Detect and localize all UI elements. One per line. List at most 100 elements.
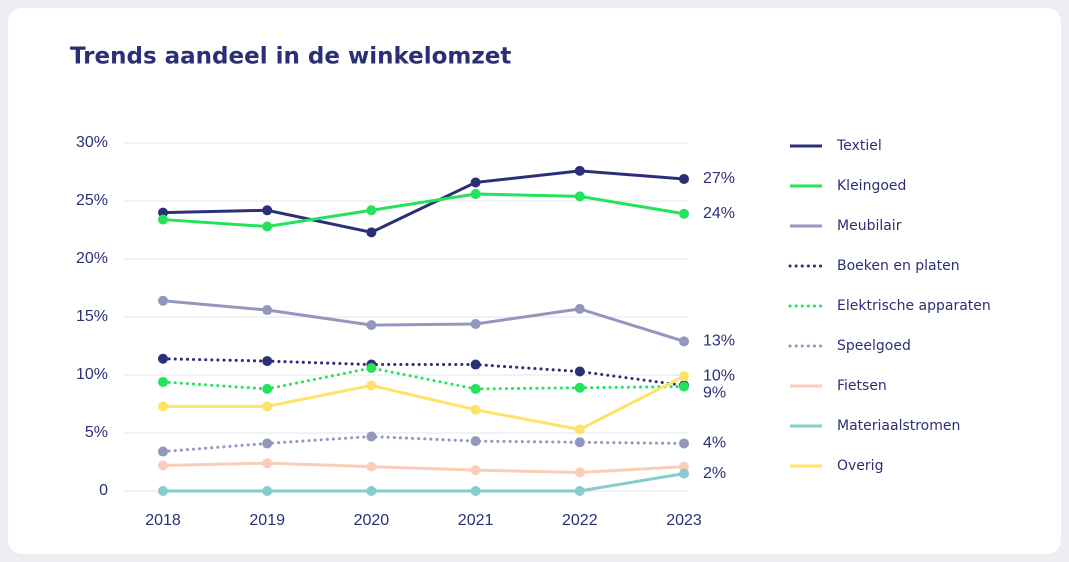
series-line (161, 357, 686, 387)
data-point (366, 461, 377, 472)
y-tick-label: 0 (99, 482, 108, 499)
data-point (158, 295, 168, 306)
legend-label: Materiaalstromen (837, 418, 960, 434)
data-point (679, 468, 689, 479)
x-tick-label: 2020 (354, 512, 390, 529)
data-point (262, 401, 273, 412)
data-point (470, 359, 481, 370)
legend-label: Overig (837, 458, 883, 474)
legend-label: Fietsen (837, 378, 887, 394)
data-point (262, 221, 273, 232)
y-tick-label: 5% (85, 424, 108, 441)
data-point (158, 486, 168, 496)
series-line (163, 374, 685, 432)
data-point (679, 438, 689, 449)
data-point (470, 404, 481, 415)
data-label: 9% (703, 384, 726, 401)
data-point (470, 486, 481, 496)
chart-title: Trends aandeel in de winkelomzet (70, 44, 511, 70)
legend-label: Textiel (836, 138, 882, 154)
data-point (262, 205, 273, 216)
data-point (262, 438, 273, 449)
data-point (470, 436, 481, 447)
data-label: 24% (703, 205, 735, 222)
data-point (366, 205, 377, 216)
data-point (679, 173, 689, 184)
data-label: 2% (703, 465, 726, 482)
x-tick-label: 2018 (145, 512, 181, 529)
data-point (679, 208, 689, 219)
data-point (366, 431, 377, 442)
data-point (574, 303, 585, 314)
y-tick-label: 30% (76, 134, 108, 151)
data-point (574, 191, 585, 202)
series (158, 458, 689, 478)
data-point (366, 380, 377, 391)
series-line (162, 299, 685, 343)
series-line (161, 434, 686, 454)
x-tick-label: 2019 (249, 512, 285, 529)
data-point (366, 486, 377, 496)
series (158, 363, 689, 394)
data-point (574, 382, 585, 393)
legend-label: Speelgoed (837, 338, 911, 354)
legend-label: Meubilair (837, 218, 902, 234)
series-line (162, 192, 685, 229)
series (158, 371, 689, 435)
legend-label: Kleingoed (837, 178, 906, 194)
x-tick-label: 2023 (666, 512, 702, 529)
data-label: 13% (703, 333, 735, 350)
data-point (158, 214, 168, 225)
data-point (574, 486, 585, 496)
data-point (470, 383, 481, 394)
y-tick-label: 20% (76, 250, 108, 267)
series-line (163, 472, 685, 493)
series-line (161, 366, 686, 391)
legend-label: Elektrische apparaten (837, 298, 991, 314)
data-point (470, 318, 481, 329)
data-label: 10% (703, 367, 735, 384)
series (158, 353, 689, 391)
data-label: 27% (703, 170, 735, 187)
data-label: 4% (703, 435, 726, 452)
data-point (366, 227, 377, 238)
data-point (574, 424, 585, 435)
series (158, 189, 689, 232)
data-point (470, 189, 481, 200)
card (8, 8, 1061, 554)
x-tick-label: 2021 (458, 512, 494, 529)
data-point (366, 320, 377, 331)
data-point (574, 437, 585, 448)
data-point (262, 486, 273, 496)
y-tick-label: 25% (76, 192, 108, 209)
data-point (158, 446, 168, 457)
data-point (262, 305, 273, 316)
legend-label: Boeken en platen (837, 258, 960, 274)
data-point (262, 356, 273, 367)
data-point (574, 366, 585, 377)
data-point (158, 207, 168, 218)
data-point (679, 461, 689, 472)
series-line (162, 169, 685, 234)
data-point (679, 336, 689, 347)
data-point (158, 460, 168, 471)
data-point (158, 401, 168, 412)
series-line (162, 461, 685, 474)
series (158, 295, 689, 347)
y-tick-label: 10% (76, 366, 108, 383)
data-point (158, 353, 168, 364)
series (158, 165, 689, 238)
data-point (262, 383, 273, 394)
data-point (262, 458, 273, 469)
x-tick-label: 2022 (562, 512, 598, 529)
data-point (158, 376, 168, 387)
data-point (366, 363, 377, 374)
data-point (679, 381, 689, 392)
data-point (470, 177, 481, 188)
data-point (470, 465, 481, 476)
series (158, 431, 689, 457)
data-point (574, 165, 585, 176)
series (158, 468, 689, 496)
data-point (574, 467, 585, 478)
